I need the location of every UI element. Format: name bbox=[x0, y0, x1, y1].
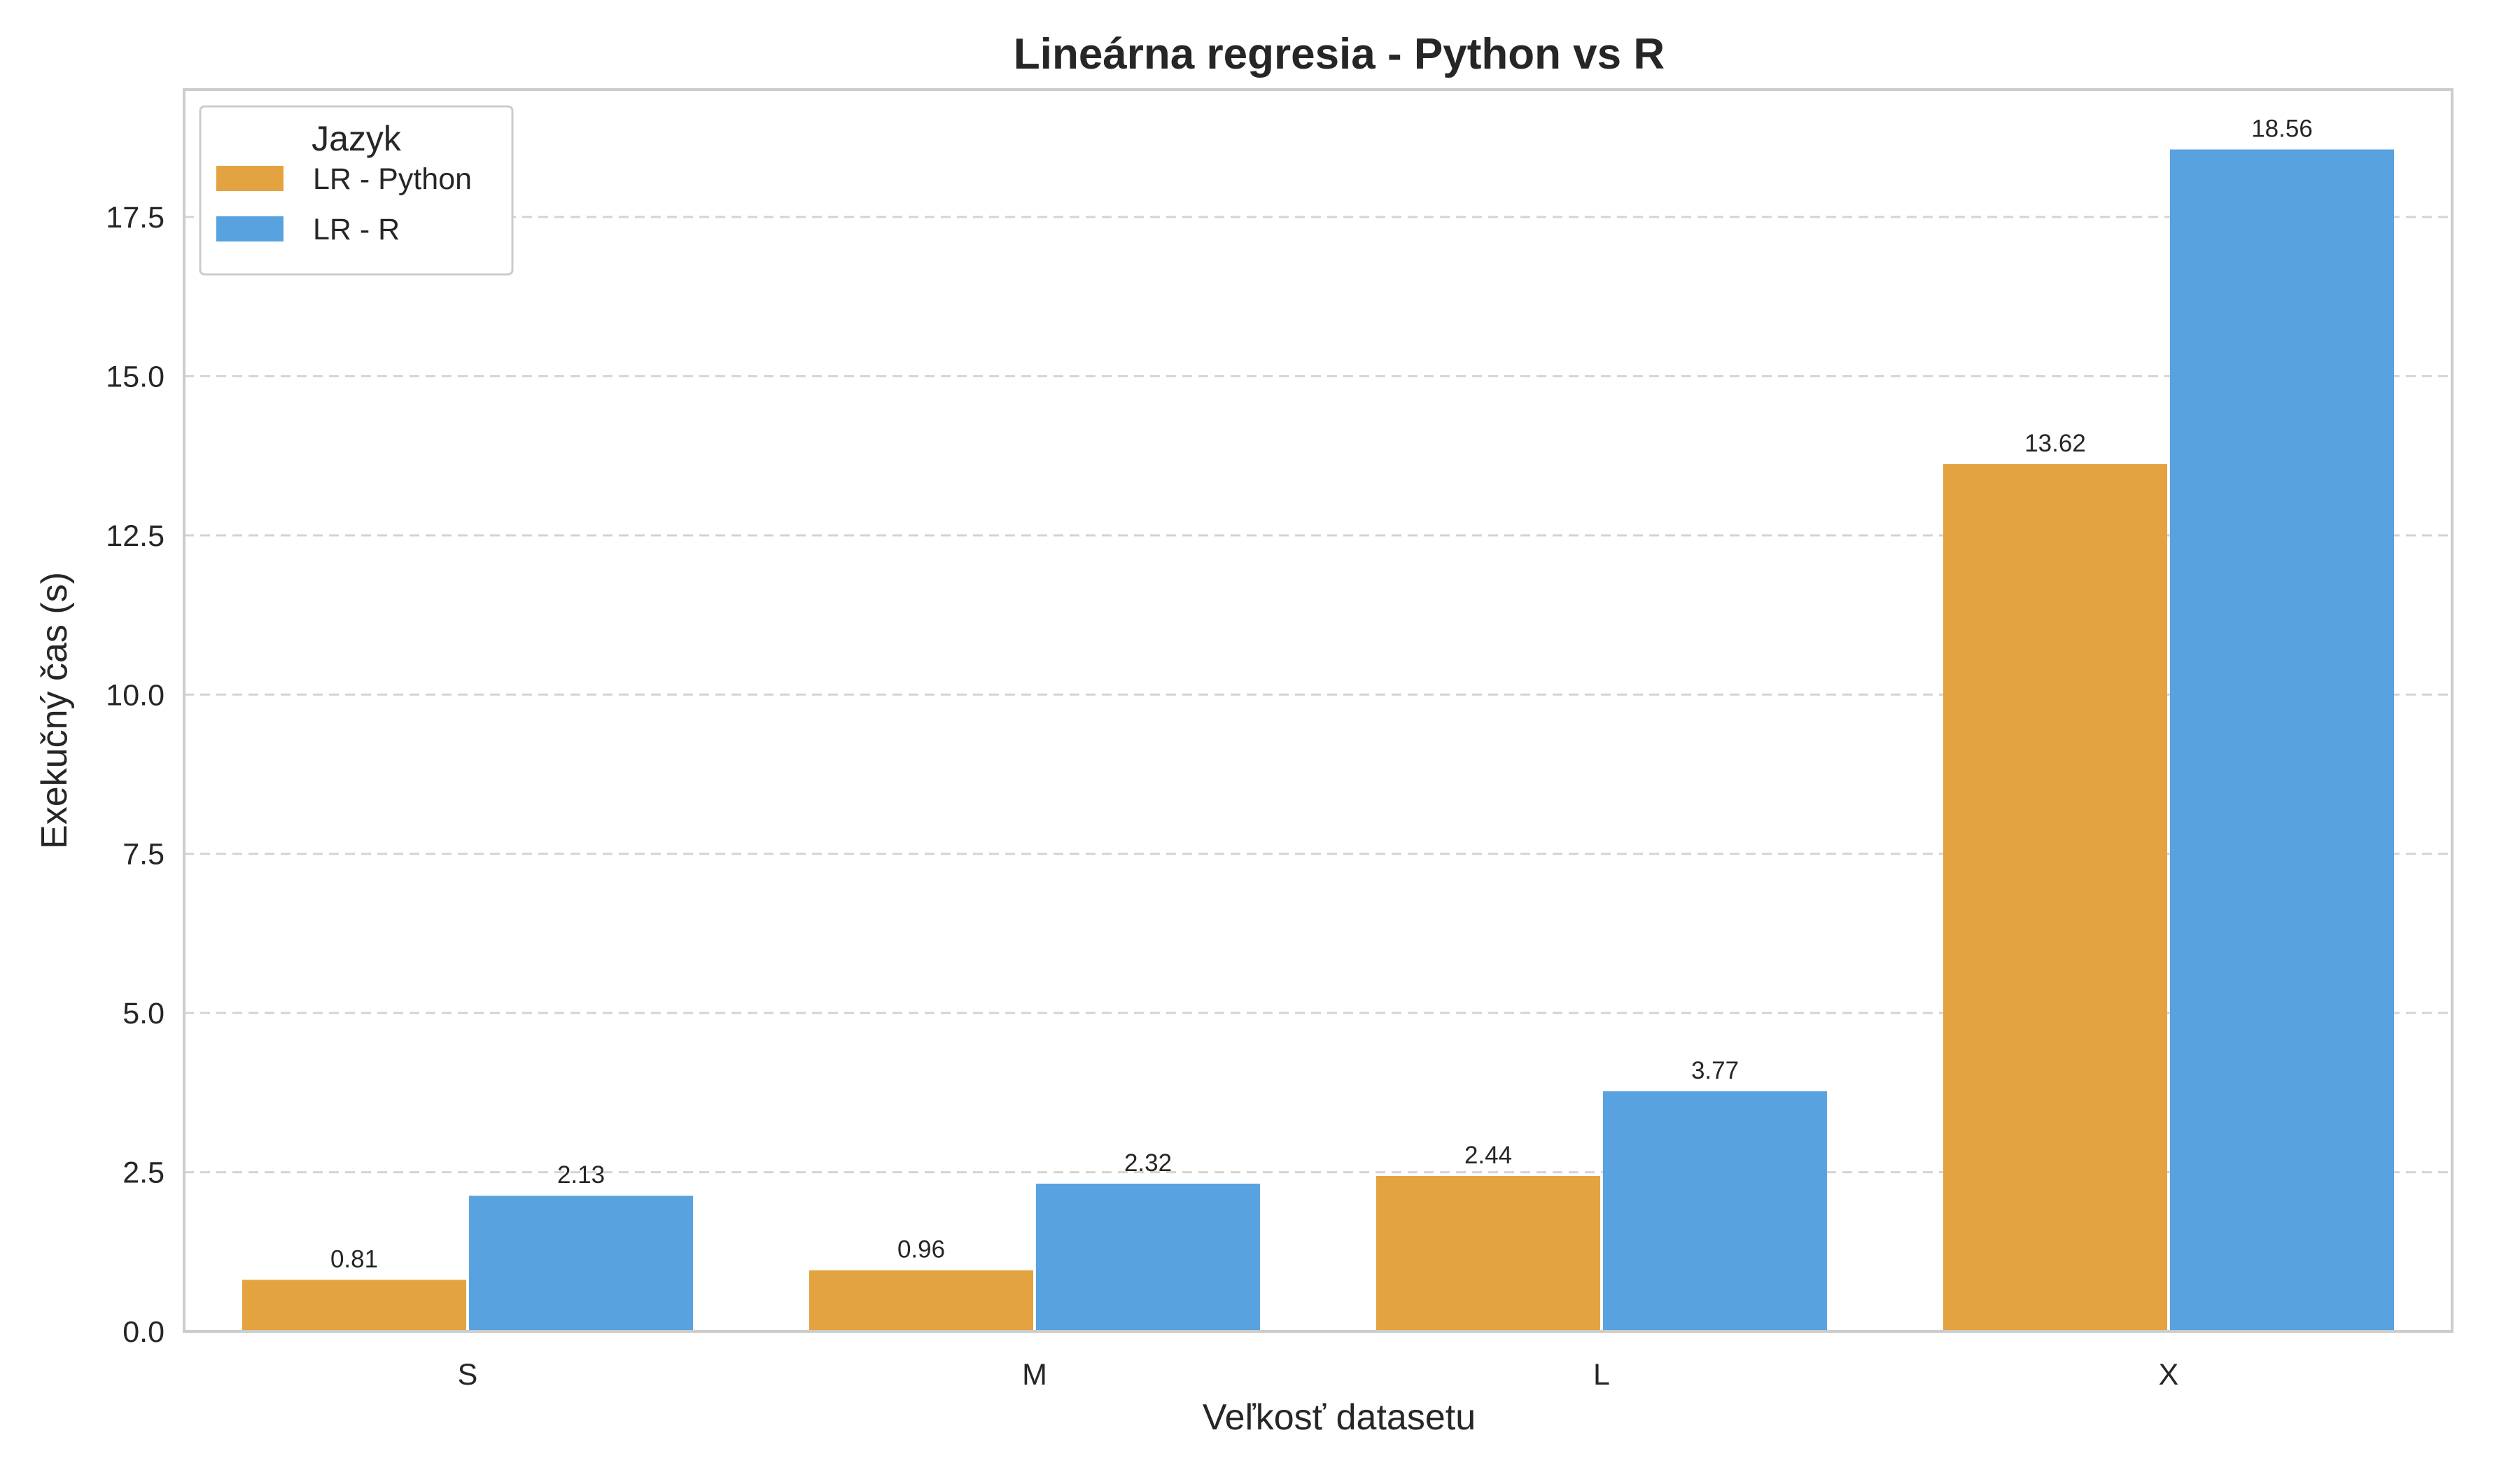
legend: Jazyk LR - Python LR - R bbox=[199, 105, 514, 276]
bar-value-label: 2.13 bbox=[557, 1161, 605, 1189]
legend-swatch bbox=[216, 166, 284, 191]
bar-value-label: 2.44 bbox=[1464, 1142, 1512, 1169]
legend-title: Jazyk bbox=[312, 119, 402, 158]
bar bbox=[469, 1196, 693, 1331]
bar-value-label: 13.62 bbox=[2024, 430, 2086, 457]
bar-value-label: 0.81 bbox=[330, 1245, 378, 1273]
x-tick-label: X bbox=[2159, 1358, 2179, 1392]
bar bbox=[2170, 149, 2394, 1332]
y-axis-ticks: 0.0 2.5 5.0 7.5 10.0 12.5 15.0 17.5 bbox=[106, 201, 164, 1349]
legend-entry-label: LR - R bbox=[313, 213, 400, 246]
x-tick-label: S bbox=[458, 1358, 478, 1392]
y-tick-label: 2.5 bbox=[122, 1156, 164, 1190]
y-tick-label: 12.5 bbox=[106, 519, 164, 553]
legend-entry-label: LR - Python bbox=[313, 162, 472, 196]
legend-swatch bbox=[216, 216, 284, 241]
plot-frame bbox=[183, 88, 2454, 1333]
y-tick-label: 17.5 bbox=[106, 201, 164, 234]
chart-title: Lineárna regresia - Python vs R bbox=[1014, 30, 1665, 78]
bar-labels: 0.81 2.13 0.96 2.32 2.44 3.77 13.62 18.56 bbox=[330, 115, 2313, 1273]
x-axis-label: Veľkosť datasetu bbox=[1203, 1397, 1476, 1438]
bar bbox=[1036, 1183, 1260, 1331]
y-tick-label: 15.0 bbox=[106, 360, 164, 393]
x-tick-label: M bbox=[1022, 1358, 1047, 1392]
y-tick-label: 5.0 bbox=[122, 997, 164, 1030]
bar-value-label: 2.32 bbox=[1124, 1149, 1172, 1177]
legend-items: LR - Python LR - R bbox=[216, 162, 472, 246]
bar bbox=[1603, 1091, 1827, 1331]
y-tick-label: 0.0 bbox=[122, 1315, 164, 1349]
bar-value-label: 18.56 bbox=[2251, 115, 2313, 143]
bar bbox=[242, 1280, 466, 1331]
x-tick-label: L bbox=[1593, 1358, 1610, 1392]
bar-value-label: 0.96 bbox=[897, 1236, 945, 1264]
y-tick-label: 10.0 bbox=[106, 678, 164, 712]
y-axis-label: Exekučný čas (s) bbox=[34, 572, 75, 849]
bar bbox=[1376, 1176, 1600, 1331]
y-tick-label: 7.5 bbox=[122, 838, 164, 872]
bar-value-label: 3.77 bbox=[1691, 1057, 1739, 1084]
bars bbox=[242, 149, 2394, 1332]
bar bbox=[1943, 463, 2167, 1332]
bar bbox=[809, 1270, 1033, 1331]
gridlines bbox=[184, 216, 2452, 1174]
